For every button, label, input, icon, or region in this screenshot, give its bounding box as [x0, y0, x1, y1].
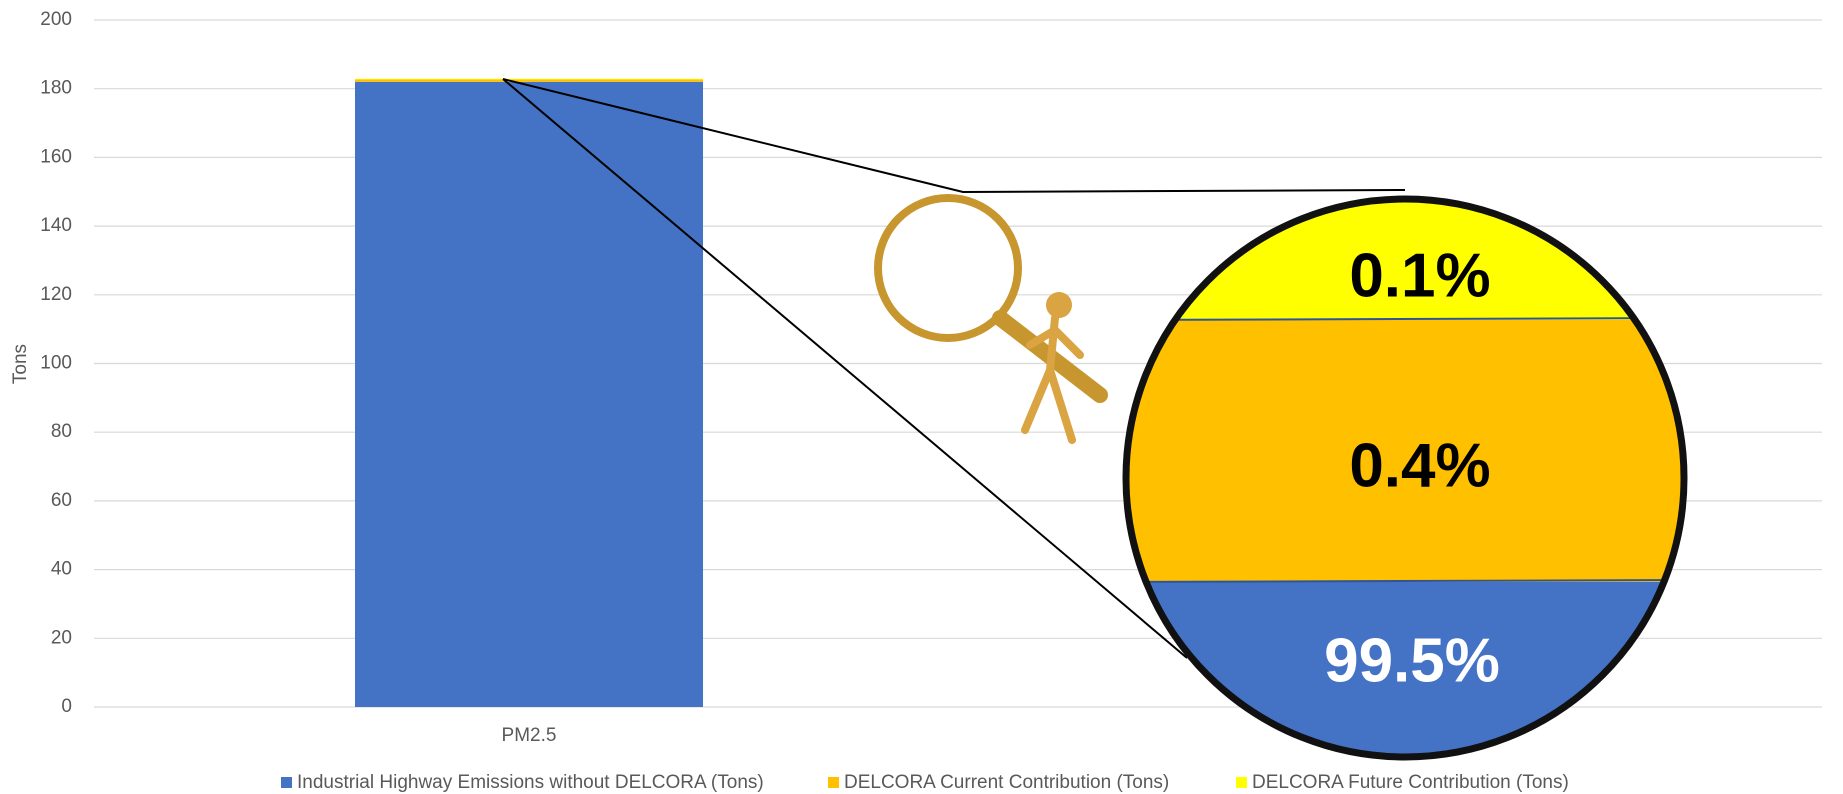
- magnifier-figure: [874, 194, 1108, 444]
- zoom-label: 0.1%: [1349, 241, 1490, 310]
- y-tick-label: 180: [40, 78, 72, 99]
- y-tick-label: 80: [51, 421, 72, 442]
- legend-label: Industrial Highway Emissions without DEL…: [297, 772, 764, 793]
- bar-segment: [355, 79, 703, 82]
- legend-swatch: [1236, 777, 1247, 788]
- y-tick-label: 20: [51, 627, 72, 648]
- y-tick-label: 40: [51, 559, 72, 580]
- legend-swatch: [828, 777, 839, 788]
- y-axis-title: Tons: [10, 344, 31, 384]
- legend-label: DELCORA Future Contribution (Tons): [1252, 772, 1569, 793]
- bar-segment: [355, 78, 703, 80]
- y-tick-label: 0: [61, 696, 72, 717]
- y-tick-label: 120: [40, 284, 72, 305]
- y-tick-label: 60: [51, 490, 72, 511]
- legend-swatch: [281, 777, 292, 788]
- zoom-line: [502, 78, 1406, 194]
- bar-segment: [355, 81, 703, 707]
- legend-label: DELCORA Current Contribution (Tons): [844, 772, 1169, 793]
- y-tick-label: 160: [40, 146, 72, 167]
- y-tick-label: 200: [40, 9, 72, 30]
- zoom-label: 0.4%: [1349, 431, 1490, 500]
- y-tick-label: 140: [40, 215, 72, 236]
- zoom-line: [502, 78, 1188, 659]
- zoom-label: 99.5%: [1324, 626, 1500, 695]
- x-tick-label: PM2.5: [502, 725, 557, 746]
- zoom-border: [1122, 195, 1688, 761]
- y-tick-label: 100: [40, 353, 72, 374]
